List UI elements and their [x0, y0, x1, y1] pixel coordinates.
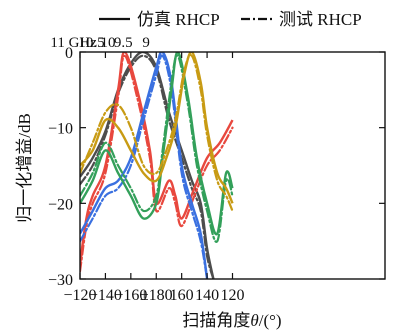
- legend-meas-label: 测试 RHCP: [279, 10, 362, 29]
- x-axis-label-prefix: 扫描角度: [182, 311, 250, 330]
- x-tick-label: −160: [114, 287, 147, 304]
- simulated-curve-9.5: [80, 52, 234, 265]
- x-tick-label: 120: [221, 287, 245, 304]
- curves-layer: [80, 52, 234, 279]
- x-tick-label: 160: [170, 287, 194, 304]
- x-axis-label: 扫描角度θ/(°): [182, 311, 281, 330]
- legend-sim-label: 仿真 RHCP: [137, 10, 220, 29]
- simulated-curve-10.5: [80, 52, 234, 236]
- y-tick-label: 0: [65, 45, 73, 62]
- y-tick-label: −20: [48, 196, 73, 213]
- legend: 仿真 RHCP 测试 RHCP: [99, 10, 362, 29]
- x-axis-label-suffix: /(°): [259, 311, 282, 330]
- x-tick-label: ±180: [140, 287, 173, 304]
- frequency-label: 10.5: [78, 35, 104, 51]
- frequency-label: 10: [100, 35, 115, 51]
- simulated-curve-11: [80, 52, 234, 204]
- frequency-label: 9.5: [114, 35, 133, 51]
- measured-curve-11: [80, 53, 234, 212]
- y-tick-label: −30: [48, 272, 73, 289]
- x-tick-label: 140: [195, 287, 219, 304]
- simulated-curve-9: [80, 52, 215, 279]
- x-axis-label-symbol: θ: [250, 311, 258, 330]
- frequency-label: 11 GHz: [50, 35, 97, 51]
- y-tick-label: −10: [48, 121, 73, 138]
- plot-frame: [79, 51, 386, 280]
- measured-curve-10: [80, 54, 209, 279]
- x-tick-label: −120: [63, 287, 96, 304]
- y-axis-label: 归一化增益/dB: [15, 113, 34, 223]
- frequency-label: 9: [142, 35, 150, 51]
- measured-curve-9: [80, 54, 215, 279]
- x-tick-label: −140: [89, 287, 122, 304]
- simulated-curve-10: [80, 52, 209, 279]
- measured-curve-9.5: [80, 54, 234, 273]
